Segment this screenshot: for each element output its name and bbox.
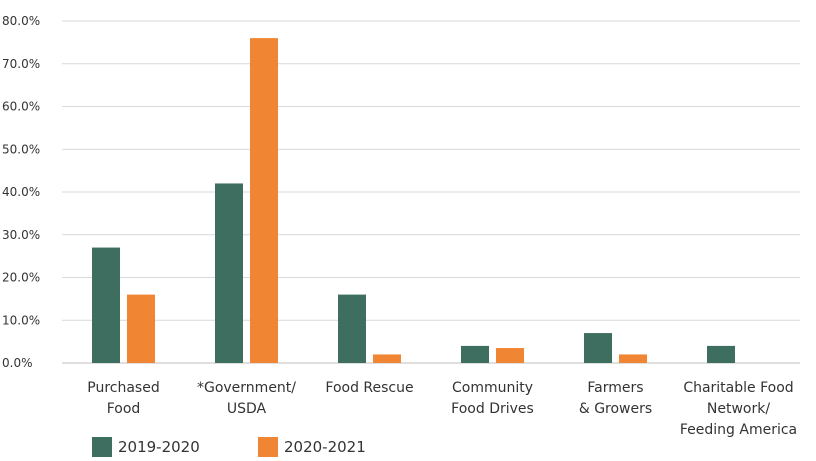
y-tick-label: 20.0% <box>2 271 40 285</box>
y-tick-label: 40.0% <box>2 185 40 199</box>
legend-item-2019-2020: 2019-2020 <box>92 437 200 457</box>
y-tick-label: 30.0% <box>2 228 40 242</box>
y-tick-label: 50.0% <box>2 142 40 156</box>
legend-swatch-2020-2021 <box>258 437 278 457</box>
y-tick-label: 70.0% <box>2 57 40 71</box>
bar-2019-2020-2 <box>338 294 366 363</box>
bar-2019-2020-1 <box>215 183 243 363</box>
y-tick-label: 0.0% <box>2 356 33 370</box>
x-category-label: Purchased Food <box>87 380 159 417</box>
bar-2020-2021-1 <box>250 38 278 363</box>
y-tick-label: 80.0% <box>2 14 40 28</box>
x-category-label: Community Food Drives <box>451 380 534 417</box>
legend-label-2019-2020: 2019-2020 <box>118 438 200 456</box>
bar-2019-2020-4 <box>584 333 612 363</box>
x-category-label: *Government/USDA <box>197 380 296 417</box>
bar-2020-2021-4 <box>619 354 647 363</box>
bar-2020-2021-2 <box>373 354 401 363</box>
x-axis: Purchased Food *Government/USDA Food Rescue… <box>87 380 797 438</box>
y-axis: 0.0% 10.0% 20.0% 30.0% 40.0% 50.0% 60.0% 70.0% 8… <box>2 14 40 370</box>
x-category-label: Food Rescue <box>325 380 413 396</box>
x-category-label: Farmers & Growers <box>579 380 652 417</box>
gridlines <box>62 20 800 364</box>
bar-2019-2020-0 <box>92 247 120 363</box>
bars <box>92 38 735 363</box>
y-tick-label: 60.0% <box>2 100 40 114</box>
bar-2020-2021-0 <box>127 294 155 363</box>
x-category-label: Charitable Food Network/Feeding America <box>680 380 797 438</box>
legend-label-2020-2021: 2020-2021 <box>284 438 366 456</box>
bar-2019-2020-5 <box>707 345 735 363</box>
y-tick-label: 10.0% <box>2 313 40 327</box>
bar-2020-2021-3 <box>496 348 524 363</box>
legend-swatch-2019-2020 <box>92 437 112 457</box>
bar-2019-2020-3 <box>461 345 489 363</box>
legend-item-2020-2021: 2020-2021 <box>258 437 366 457</box>
